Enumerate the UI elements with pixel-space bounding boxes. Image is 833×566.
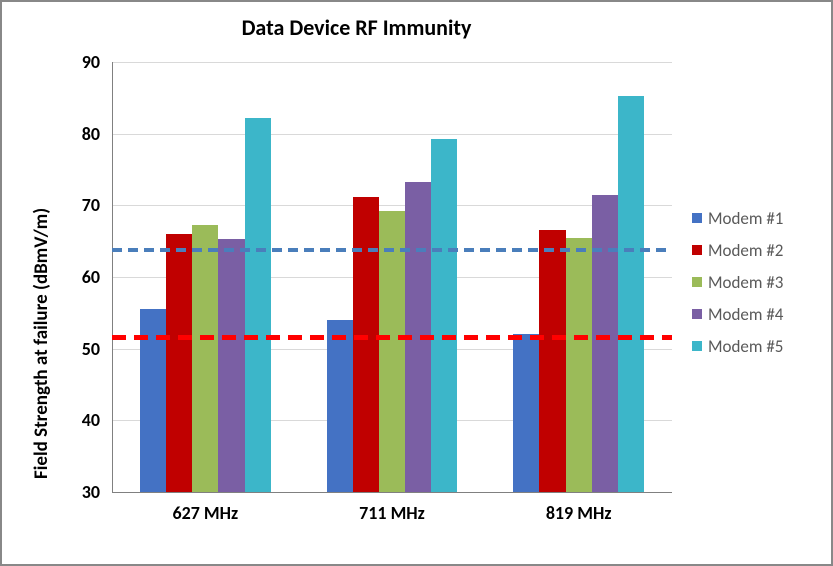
y-tick-label: 40	[2, 409, 100, 431]
y-tick-label: 80	[2, 123, 100, 145]
gridline	[112, 205, 672, 206]
gridline	[112, 62, 672, 63]
bar	[618, 96, 644, 492]
y-axis-line	[112, 62, 113, 492]
gridline	[112, 134, 672, 135]
chart-title: Data Device RF Immunity	[2, 14, 711, 41]
reference-line	[112, 248, 672, 252]
legend-label: Modem #1	[708, 208, 783, 229]
bar	[218, 239, 244, 492]
bar	[327, 320, 353, 492]
y-tick-label: 90	[2, 51, 100, 73]
legend-item: Modem #1	[692, 202, 783, 234]
bar	[192, 225, 218, 492]
bar	[513, 334, 539, 492]
legend-swatch	[692, 277, 702, 287]
legend-item: Modem #4	[692, 298, 783, 330]
legend-swatch	[692, 213, 702, 223]
bar	[166, 234, 192, 492]
y-tick-label: 30	[2, 481, 100, 503]
x-axis-line	[112, 492, 672, 493]
bar	[353, 197, 379, 492]
legend-item: Modem #3	[692, 266, 783, 298]
legend-label: Modem #3	[708, 272, 783, 293]
x-tick-label: 627 MHz	[112, 502, 299, 524]
legend-swatch	[692, 341, 702, 351]
x-tick-label: 819 MHz	[485, 502, 672, 524]
legend-swatch	[692, 309, 702, 319]
legend-label: Modem #5	[708, 336, 783, 357]
plot-area	[112, 62, 672, 492]
y-tick-label: 50	[2, 338, 100, 360]
chart-frame: Data Device RF Immunity Field Strength a…	[0, 0, 833, 566]
legend-item: Modem #2	[692, 234, 783, 266]
y-tick-label: 70	[2, 194, 100, 216]
legend: Modem #1 Modem #2 Modem #3 Modem #4 Modem #5	[692, 202, 783, 362]
bar	[592, 195, 618, 492]
bar	[245, 118, 271, 492]
bar	[431, 139, 457, 492]
bar	[539, 230, 565, 492]
legend-swatch	[692, 245, 702, 255]
legend-label: Modem #2	[708, 240, 783, 261]
x-tick-label: 711 MHz	[299, 502, 486, 524]
legend-label: Modem #4	[708, 304, 783, 325]
reference-line	[112, 335, 672, 340]
bar	[566, 238, 592, 492]
bar	[379, 211, 405, 492]
y-tick-label: 60	[2, 266, 100, 288]
legend-item: Modem #5	[692, 330, 783, 362]
